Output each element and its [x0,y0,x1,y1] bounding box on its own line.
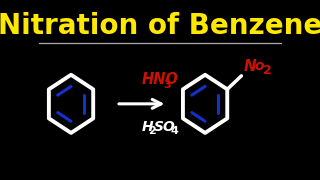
Text: SO: SO [154,120,176,134]
Text: Nitration of Benzene: Nitration of Benzene [0,12,320,40]
Polygon shape [49,75,93,133]
Text: 2: 2 [148,126,156,136]
Text: HNO: HNO [142,72,179,87]
Text: N: N [243,59,256,75]
FancyArrowPatch shape [119,99,161,108]
Text: H: H [142,120,153,134]
Text: 2: 2 [263,64,272,77]
Text: o: o [254,58,264,73]
Text: 4: 4 [171,126,179,136]
Polygon shape [183,75,227,133]
Text: 3: 3 [163,80,171,90]
